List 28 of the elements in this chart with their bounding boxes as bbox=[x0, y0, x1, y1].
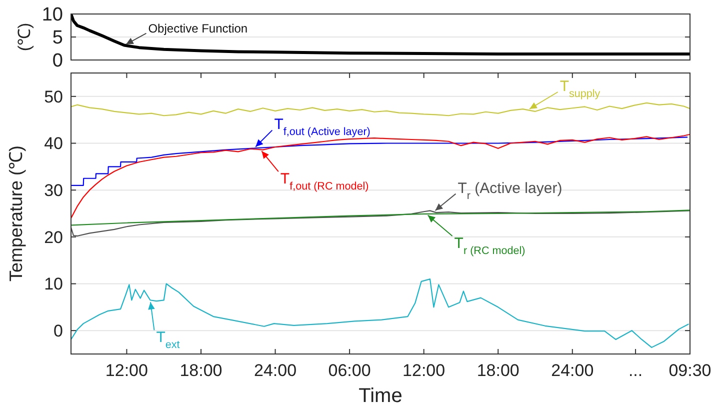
series-label: T$_{supply}$ bbox=[560, 78, 601, 100]
y-tick-label: 5 bbox=[52, 28, 63, 49]
x-tick-label: 12:00 bbox=[105, 361, 148, 380]
legend-label: T$_{ext}$ bbox=[156, 329, 180, 352]
y-tick-label: 10 bbox=[44, 274, 63, 294]
y-axis-title: (℃) bbox=[15, 22, 34, 52]
x-tick-label: 18:00 bbox=[476, 361, 520, 380]
x-tick-label: 24:00 bbox=[551, 361, 594, 380]
y-tick-label: 40 bbox=[44, 134, 63, 154]
series-label: Objective Function bbox=[148, 21, 248, 36]
x-tick-label: 06:00 bbox=[328, 361, 371, 380]
x-tick-label: 12:00 bbox=[402, 361, 446, 380]
x-tick-label: 09:30 bbox=[668, 361, 712, 380]
y-tick-label: 50 bbox=[44, 87, 63, 106]
y-axis-title: Temperature (℃) bbox=[6, 145, 26, 282]
series-label: T$_{r}$ (Active layer) bbox=[458, 180, 562, 202]
y-tick-label: 10 bbox=[42, 4, 63, 26]
y-tick-label: 30 bbox=[44, 181, 63, 200]
legend-label: T$_{f,out (RC model)}$ bbox=[280, 170, 369, 193]
legend-label: T$_{r (RC model)}$ bbox=[454, 234, 526, 257]
x-tick-label: 24:00 bbox=[254, 361, 297, 380]
x-tick-label: 18:00 bbox=[180, 361, 222, 380]
x-axis-title: Time bbox=[358, 385, 402, 407]
y-tick-label: 0 bbox=[52, 50, 63, 72]
series-label: T$_{f,out (Active layer)}$ bbox=[274, 116, 370, 138]
y-tick-label: 0 bbox=[54, 322, 63, 341]
y-tick-label: 20 bbox=[44, 228, 63, 247]
x-tick-label: ... bbox=[628, 361, 643, 380]
